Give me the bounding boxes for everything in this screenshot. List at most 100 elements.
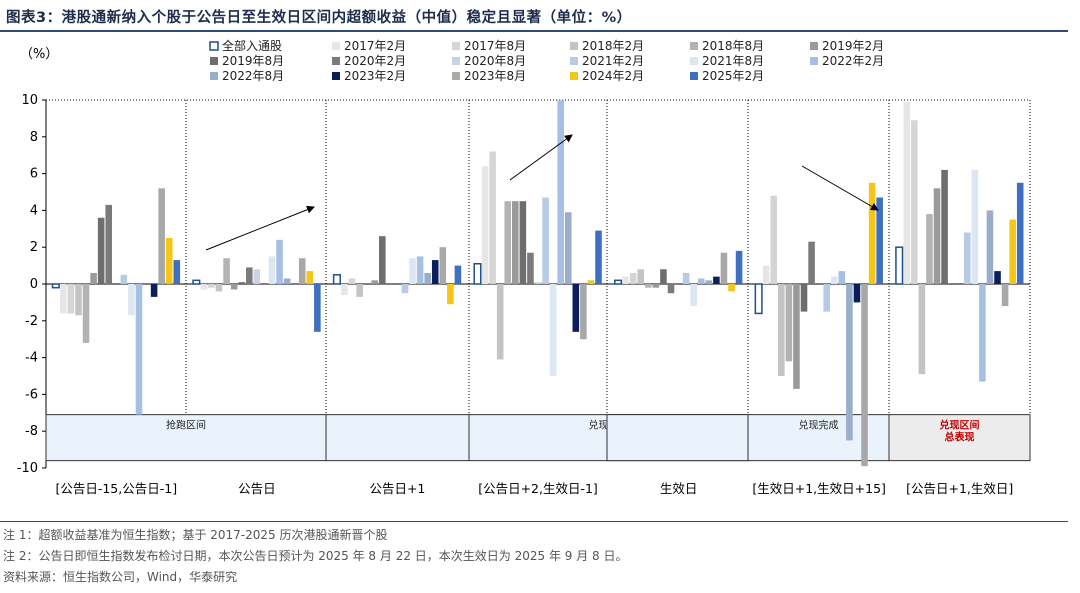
x-category-label: [公告日+2,生效日-1]	[478, 481, 598, 496]
bar	[876, 197, 883, 284]
legend-label: 2021年8月	[702, 54, 764, 68]
bar	[1001, 284, 1009, 307]
legend-label: 2018年8月	[702, 39, 764, 53]
legend-label: 2018年2月	[582, 39, 644, 53]
band-label: 兑现区间	[940, 419, 980, 432]
legend-label: 2017年2月	[344, 39, 406, 53]
bar	[150, 284, 158, 297]
bar	[253, 269, 261, 284]
bar	[473, 263, 482, 285]
bar	[519, 201, 527, 284]
legend-swatch	[210, 72, 218, 80]
legend-swatch	[452, 57, 460, 65]
bar	[971, 169, 979, 284]
x-category-label: 生效日	[660, 481, 698, 496]
bar	[215, 284, 223, 292]
notes: 注 1：超额收益基准为恒生指数；基于 2017-2025 历次港股通新晋个股 注…	[3, 525, 627, 588]
band-label: 总表现	[945, 431, 975, 444]
bar	[1009, 219, 1016, 284]
bar	[51, 283, 60, 289]
bar	[800, 284, 808, 312]
bar	[963, 232, 971, 284]
bar	[268, 256, 276, 284]
y-tick-label: -4	[25, 351, 38, 366]
bar	[431, 260, 439, 284]
bar	[120, 274, 128, 284]
bar	[622, 276, 629, 284]
notes-rule	[0, 521, 1068, 522]
bar	[489, 151, 496, 284]
bar	[705, 280, 713, 284]
bar	[645, 284, 652, 288]
y-tick-label: -8	[25, 424, 38, 439]
bar	[67, 284, 75, 314]
bar	[409, 258, 416, 284]
x-category-label: [公告日+1,生效日]	[906, 481, 1013, 496]
legend-label: 2021年2月	[582, 54, 644, 68]
y-tick-label: -10	[17, 461, 38, 476]
legend-swatch	[690, 42, 698, 50]
trend-arrow	[509, 134, 573, 181]
legend-label: 2020年8月	[464, 54, 526, 68]
y-tick-label: 8	[30, 130, 38, 145]
bar	[720, 252, 728, 284]
bar	[230, 284, 238, 290]
legend-label: 2024年2月	[582, 69, 644, 83]
y-tick-label: 10	[21, 93, 38, 108]
legend-swatch	[570, 57, 578, 65]
bar	[306, 271, 314, 284]
bar	[542, 197, 549, 284]
bar	[853, 284, 861, 303]
legend-swatch	[452, 42, 460, 50]
legend-label: 2025年2月	[702, 69, 764, 83]
trend-arrow	[205, 205, 315, 251]
bar	[165, 238, 173, 284]
bar	[713, 276, 720, 284]
note-2: 注 2：公告日即恒生指数发布检讨日期，本次公告日预计为 2025 年 8 月 2…	[3, 549, 628, 563]
bar	[332, 274, 341, 285]
bar	[994, 271, 1001, 284]
band-box	[45, 414, 327, 462]
bar	[454, 265, 462, 284]
bar	[135, 284, 143, 415]
bar	[527, 252, 534, 284]
legend-label: 2023年2月	[344, 69, 406, 83]
bar	[549, 284, 557, 376]
legend-label: 2023年8月	[464, 69, 526, 83]
source-note: 资料来源：恒生指数公司，Wind，华泰研究	[3, 570, 238, 584]
band-box	[325, 414, 470, 462]
x-category-label: [生效日+1,生效日+15]	[752, 481, 886, 496]
bar	[614, 279, 623, 285]
bar	[895, 246, 904, 285]
legend-swatch	[332, 57, 340, 65]
bar	[424, 272, 431, 284]
bar	[379, 236, 386, 284]
bar	[637, 269, 645, 284]
bar	[1016, 182, 1024, 284]
chart-title: 图表3：港股通新纳入个股于公告日至生效日区间内超额收益（中值）稳定且显著（单位：…	[6, 10, 632, 26]
legend-swatch	[810, 57, 818, 65]
bar	[504, 201, 512, 284]
note-1: 注 1：超额收益基准为恒生指数；基于 2017-2025 历次港股通新晋个股	[3, 528, 388, 542]
legend-label: 2019年2月	[822, 39, 884, 53]
bar	[439, 247, 447, 284]
band-label: 抢跑区间	[166, 419, 206, 432]
bar	[481, 166, 489, 284]
bar	[512, 201, 519, 284]
bar	[762, 265, 770, 284]
y-tick-label: 0	[30, 277, 38, 292]
bar-chart: （%）1086420-2-4-6-8-10抢跑区间兑现区间兑现完成兑现区间总表现…	[17, 38, 1031, 496]
legend-swatch	[570, 42, 578, 50]
bar	[785, 284, 793, 362]
bar	[238, 282, 246, 284]
band-box	[606, 414, 749, 462]
legend-label: 全部入通股	[222, 38, 282, 53]
bar	[793, 284, 800, 389]
legend-swatch	[332, 72, 340, 80]
bar	[200, 284, 208, 290]
bar	[728, 284, 735, 292]
bar	[823, 284, 830, 312]
y-tick-label: 2	[30, 240, 38, 255]
y-tick-label: -6	[25, 387, 38, 402]
y-tick-label: 6	[30, 167, 38, 182]
